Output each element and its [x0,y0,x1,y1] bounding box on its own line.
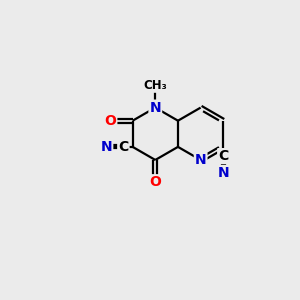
Text: N: N [100,140,112,154]
Text: O: O [104,114,116,128]
Text: N: N [218,166,229,180]
Text: N: N [149,100,161,115]
Text: C: C [218,149,228,163]
Text: N: N [195,153,206,167]
Text: CH₃: CH₃ [143,79,167,92]
Text: C: C [118,140,128,154]
Text: O: O [149,175,161,189]
